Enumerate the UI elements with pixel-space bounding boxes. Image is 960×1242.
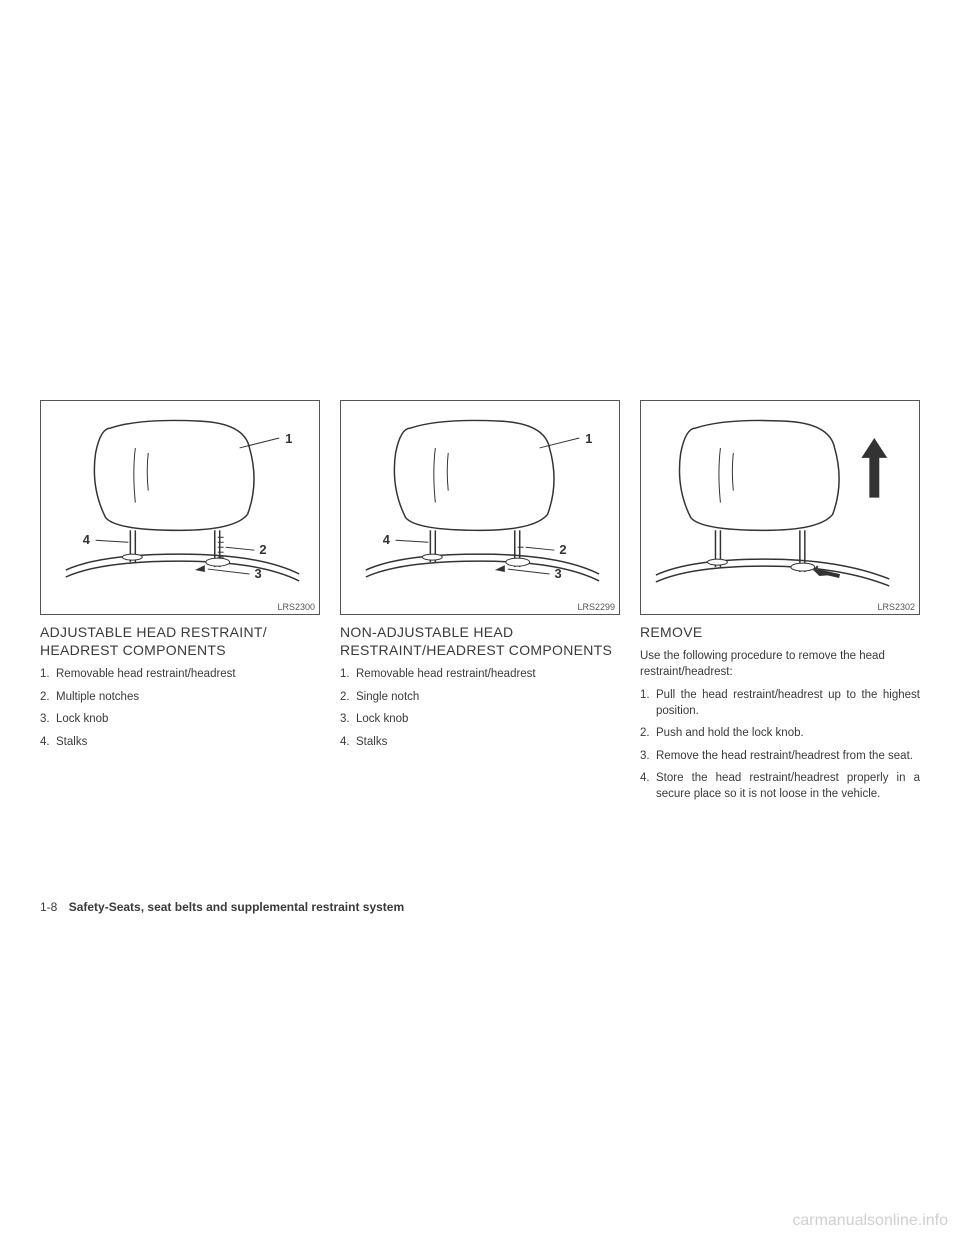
list-item: 3.Lock knob: [40, 712, 320, 728]
page-footer: 1-8 Safety-Seats, seat belts and supplem…: [40, 900, 404, 914]
list-item: 4.Store the head restraint/headrest prop…: [640, 771, 920, 802]
list-item: 3.Remove the head restraint/headrest fro…: [640, 749, 920, 765]
svg-text:1: 1: [585, 431, 592, 446]
figure-box-3: LRS2302: [640, 400, 920, 615]
headrest-remove-diagram-icon: [641, 401, 919, 614]
headrest-diagram-icon: 1 2 3 4: [41, 401, 319, 614]
column-2: 1 2 3 4 LRS2299 NON-ADJUSTABLE HEAD REST…: [340, 400, 620, 809]
section-name: Safety-Seats, seat belts and supplementa…: [69, 900, 404, 914]
component-list: 1.Removable head restraint/headrest 2.Si…: [340, 667, 620, 750]
column-1: 1 2 3 4 LRS2300 ADJUSTABLE HEAD RESTRAIN…: [40, 400, 320, 809]
list-item: 2.Push and hold the lock knob.: [640, 726, 920, 742]
svg-text:2: 2: [259, 542, 266, 557]
list-item: 1.Removable head restraint/headrest: [40, 667, 320, 683]
list-item: 4.Stalks: [340, 735, 620, 751]
list-item: 1.Removable head restraint/headrest: [340, 667, 620, 683]
svg-text:4: 4: [383, 532, 391, 547]
figure-label: LRS2300: [277, 602, 315, 612]
figure-box-2: 1 2 3 4 LRS2299: [340, 400, 620, 615]
section-title: NON-ADJUSTABLE HEAD RESTRAINT/HEADREST C…: [340, 623, 620, 659]
svg-text:2: 2: [559, 542, 566, 557]
list-item: 2.Single notch: [340, 690, 620, 706]
watermark: carmanualsonline.info: [792, 1212, 948, 1230]
svg-text:3: 3: [254, 566, 261, 581]
svg-text:1: 1: [285, 431, 292, 446]
svg-text:4: 4: [83, 532, 91, 547]
figure-box-1: 1 2 3 4 LRS2300: [40, 400, 320, 615]
list-item: 3.Lock knob: [340, 712, 620, 728]
svg-text:3: 3: [554, 566, 561, 581]
figure-label: LRS2299: [577, 602, 615, 612]
columns-container: 1 2 3 4 LRS2300 ADJUSTABLE HEAD RESTRAIN…: [40, 400, 920, 809]
list-item: 4.Stalks: [40, 735, 320, 751]
intro-text: Use the following procedure to remove th…: [640, 649, 920, 680]
page-content: 1 2 3 4 LRS2300 ADJUSTABLE HEAD RESTRAIN…: [40, 400, 920, 809]
figure-label: LRS2302: [877, 602, 915, 612]
headrest-diagram-icon: 1 2 3 4: [341, 401, 619, 614]
list-item: 1.Pull the head restraint/headrest up to…: [640, 688, 920, 719]
section-title: REMOVE: [640, 623, 920, 641]
procedure-list: 1.Pull the head restraint/headrest up to…: [640, 688, 920, 802]
list-item: 2.Multiple notches: [40, 690, 320, 706]
component-list: 1.Removable head restraint/headrest 2.Mu…: [40, 667, 320, 750]
section-title: ADJUSTABLE HEAD RESTRAINT/ HEADREST COMP…: [40, 623, 320, 659]
column-3: LRS2302 REMOVE Use the following procedu…: [640, 400, 920, 809]
page-number: 1-8: [40, 900, 57, 914]
